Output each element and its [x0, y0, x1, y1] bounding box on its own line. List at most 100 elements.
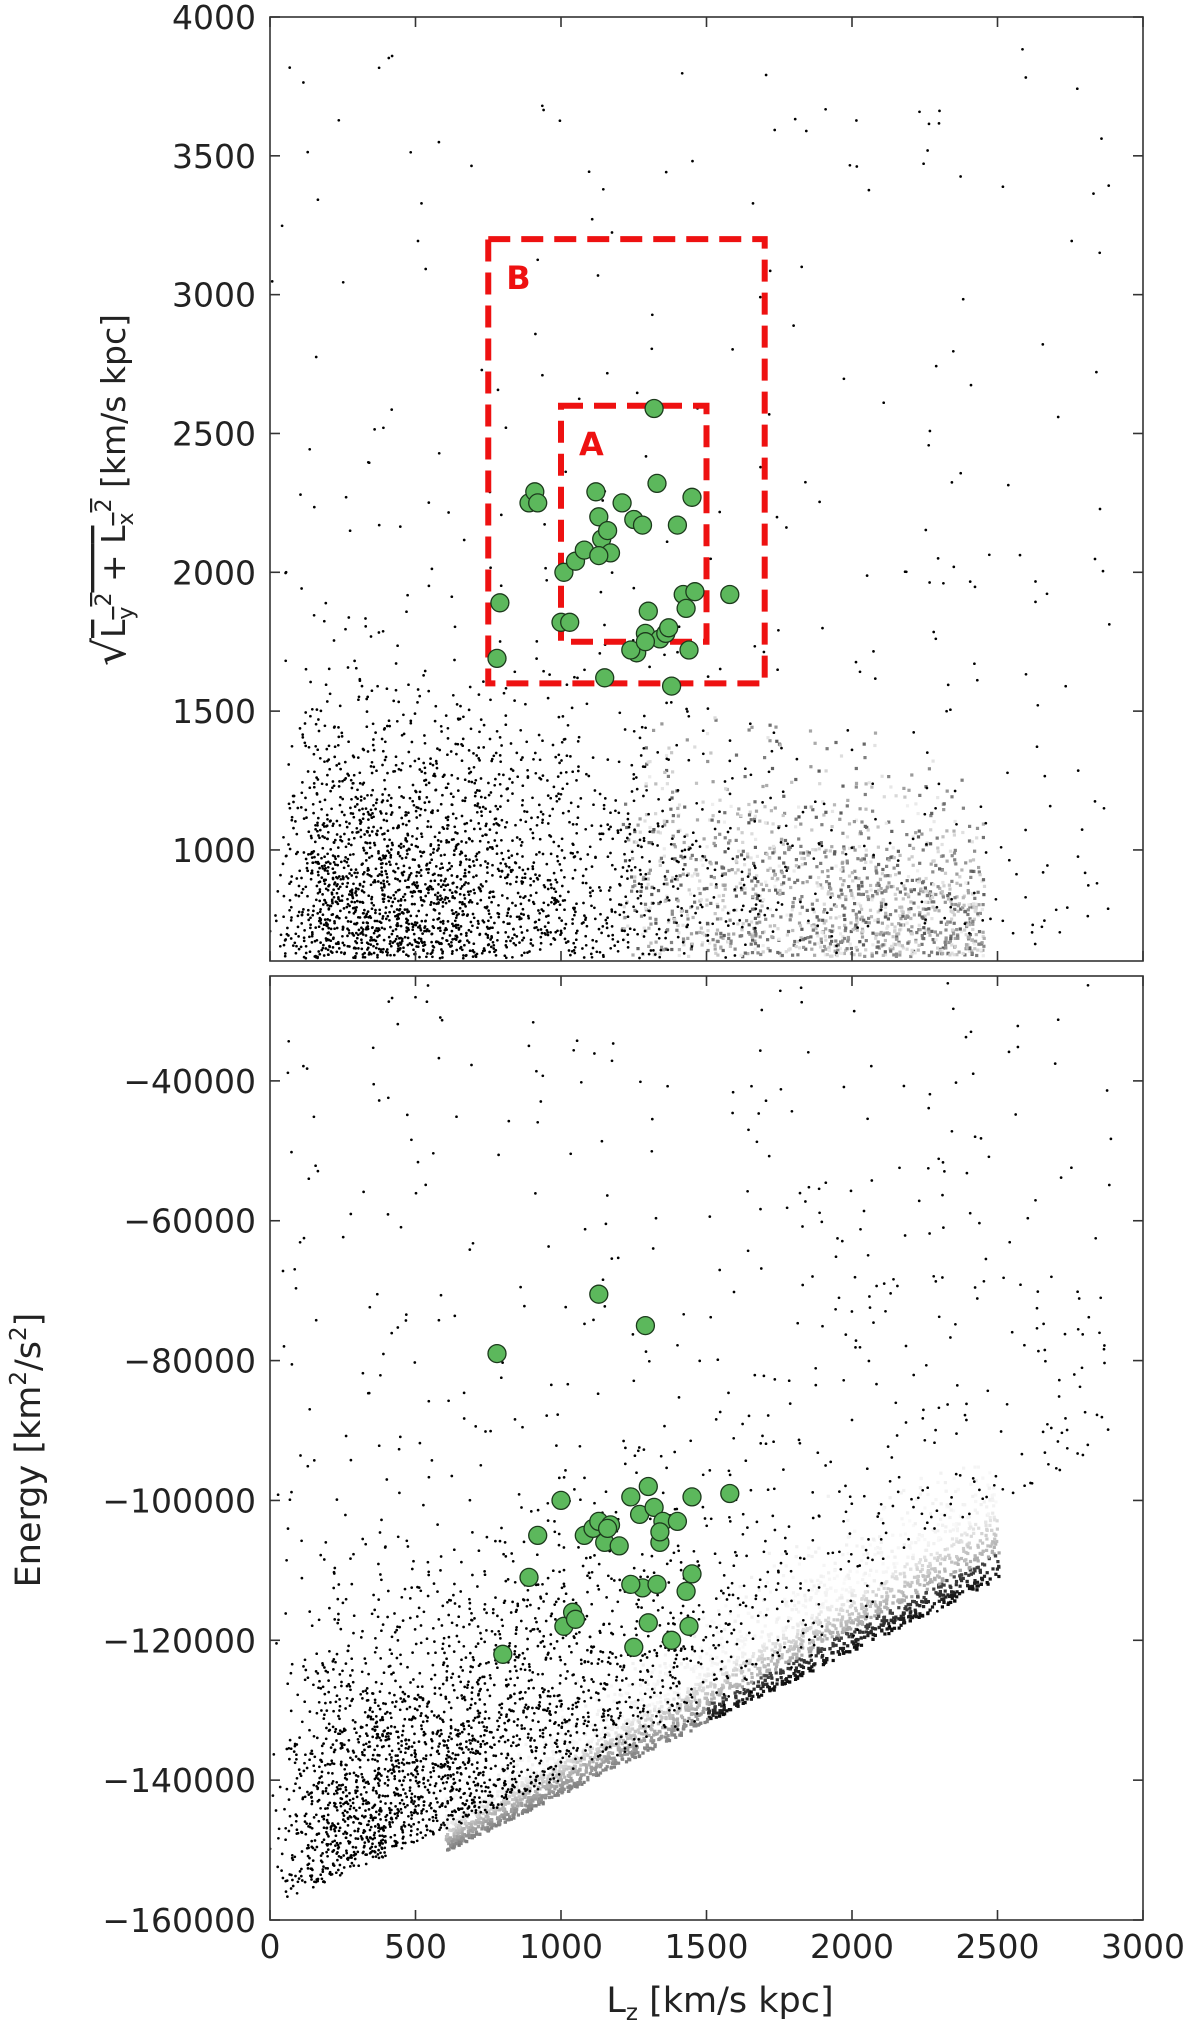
field-star [475, 858, 479, 862]
density-cell [918, 861, 922, 865]
density-cell [840, 892, 844, 896]
field-star [386, 951, 389, 954]
field-star [292, 800, 295, 804]
field-star [587, 774, 591, 778]
density-cell [841, 784, 845, 788]
field-star [447, 840, 451, 844]
field-star [379, 950, 383, 954]
field-star [344, 856, 347, 859]
field-star [652, 901, 655, 905]
field-star [361, 921, 365, 925]
density-cell [947, 892, 952, 896]
density-cell [811, 925, 815, 929]
field-star [746, 875, 750, 878]
density-cell [702, 837, 706, 841]
density-cell [783, 811, 787, 815]
field-star [571, 917, 574, 921]
density-cell [754, 884, 758, 888]
density-cell [736, 922, 740, 926]
field-star [560, 919, 564, 922]
density-cell [741, 922, 745, 926]
field-star [358, 677, 362, 681]
field-star [369, 943, 373, 946]
density-cell [507, 1776, 511, 1780]
field-star [336, 854, 340, 858]
density-cell [677, 953, 681, 958]
field-star [718, 810, 721, 814]
density-cell [938, 1553, 942, 1558]
field-star [385, 953, 389, 957]
field-star [491, 926, 494, 930]
density-cell [669, 807, 673, 811]
field-star [605, 922, 609, 925]
field-star [395, 934, 399, 938]
density-cell [806, 921, 810, 925]
field-star [315, 884, 319, 888]
density-cell [917, 923, 921, 927]
density-cell [868, 908, 873, 912]
field-star [373, 428, 376, 431]
field-star [593, 917, 597, 921]
density-cell [864, 848, 868, 852]
field-star [486, 933, 490, 937]
density-cell [796, 940, 800, 944]
density-cell [971, 927, 975, 932]
density-cell [887, 858, 891, 862]
density-cell [887, 932, 891, 936]
field-star [618, 711, 622, 715]
field-star [302, 81, 305, 84]
density-cell [918, 1614, 922, 1618]
field-star [387, 935, 391, 939]
field-star [900, 881, 903, 885]
field-star [402, 864, 406, 868]
density-cell [921, 907, 925, 911]
field-star [641, 952, 645, 956]
density-cell [905, 833, 909, 837]
field-star [377, 631, 381, 634]
field-star [348, 931, 351, 935]
field-star [638, 736, 642, 740]
field-star [474, 778, 478, 782]
field-star [326, 817, 329, 821]
field-star [825, 911, 829, 915]
density-cell [991, 1567, 995, 1571]
field-star [799, 900, 802, 904]
field-star [347, 838, 351, 841]
density-cell [955, 1590, 959, 1594]
field-star [461, 956, 465, 960]
density-cell [658, 952, 662, 956]
field-star [882, 401, 886, 405]
field-star [732, 922, 735, 925]
density-cell [883, 938, 887, 943]
density-cell [670, 796, 674, 800]
field-star [642, 836, 646, 840]
field-star [382, 426, 385, 430]
density-cell [837, 951, 841, 955]
density-cell [723, 883, 727, 887]
sqrt-term-a: L [94, 619, 133, 638]
field-star [531, 831, 535, 835]
density-cell [734, 753, 739, 757]
field-star [339, 951, 343, 954]
density-cell [918, 911, 922, 915]
field-star [620, 875, 623, 879]
field-star [305, 866, 309, 870]
density-cell [849, 946, 853, 951]
density-cell [721, 893, 726, 898]
density-cell [776, 927, 780, 931]
density-cell [946, 894, 950, 898]
field-star [400, 794, 403, 798]
field-star [432, 926, 436, 930]
field-star [451, 812, 455, 816]
density-cell [705, 732, 710, 736]
density-cell [924, 785, 928, 789]
density-cell [666, 774, 670, 778]
selection-boxes: BA [485, 236, 768, 687]
density-cell [813, 942, 817, 946]
field-star [346, 934, 349, 938]
field-star [472, 950, 476, 954]
field-star [656, 824, 660, 828]
field-star [564, 770, 568, 774]
field-star [610, 910, 614, 913]
